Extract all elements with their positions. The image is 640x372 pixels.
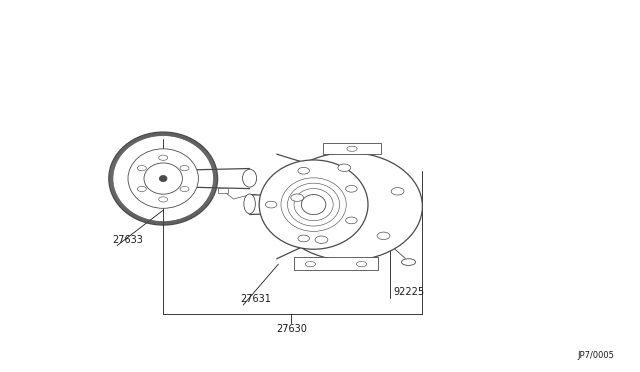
Ellipse shape [275,153,422,260]
Text: 27633: 27633 [112,235,143,245]
FancyBboxPatch shape [294,257,378,270]
Ellipse shape [305,262,316,267]
Ellipse shape [243,169,257,187]
Ellipse shape [159,155,168,160]
Ellipse shape [168,166,173,169]
Ellipse shape [377,232,390,240]
Text: JP7/0005: JP7/0005 [577,351,614,360]
Ellipse shape [144,163,182,194]
Ellipse shape [162,189,168,193]
Ellipse shape [244,194,255,214]
Ellipse shape [315,236,328,243]
Ellipse shape [391,187,404,195]
Ellipse shape [159,176,167,182]
Ellipse shape [138,166,147,171]
Ellipse shape [180,166,189,171]
Text: 27631: 27631 [240,295,271,304]
Ellipse shape [346,217,357,224]
Ellipse shape [291,194,303,201]
Ellipse shape [128,149,198,208]
Text: 92225: 92225 [394,287,425,297]
Ellipse shape [159,197,168,202]
Ellipse shape [346,186,357,192]
Ellipse shape [259,160,368,249]
Ellipse shape [298,235,310,242]
Ellipse shape [175,179,180,183]
Ellipse shape [401,259,415,265]
Ellipse shape [338,164,351,171]
Ellipse shape [138,186,147,192]
Ellipse shape [266,201,277,208]
Ellipse shape [109,132,218,225]
Ellipse shape [356,262,367,267]
Ellipse shape [147,182,152,185]
Ellipse shape [347,146,357,151]
Ellipse shape [150,168,156,171]
FancyBboxPatch shape [218,188,228,193]
Ellipse shape [298,167,310,174]
Ellipse shape [180,186,189,192]
Ellipse shape [301,195,326,215]
FancyBboxPatch shape [323,143,381,154]
Text: 27630: 27630 [276,324,307,334]
